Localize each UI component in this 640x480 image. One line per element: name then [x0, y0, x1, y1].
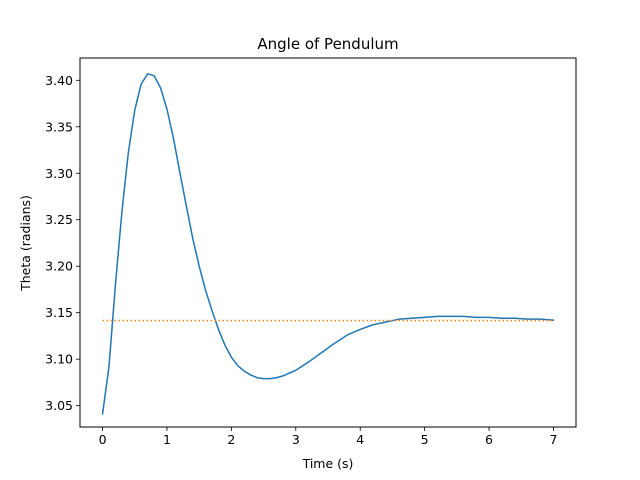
y-tick-label: 3.05 — [45, 398, 73, 413]
plot-frame — [79, 57, 577, 428]
y-tick-label: 3.25 — [45, 212, 73, 227]
series-layer — [101, 73, 555, 415]
x-axis: 0 1 2 3 4 5 6 7 — [99, 427, 557, 447]
x-tick-label: 5 — [421, 432, 429, 447]
y-tick-label: 3.20 — [45, 259, 73, 274]
x-axis-title: Time (s) — [302, 456, 354, 471]
x-tick-label: 0 — [99, 432, 107, 447]
y-tick-label: 3.40 — [45, 73, 73, 88]
y-axis-title: Theta (radians) — [18, 195, 33, 292]
x-tick-label: 1 — [163, 432, 171, 447]
series-line-1 — [101, 73, 555, 415]
y-axis: 3.05 3.10 3.15 3.20 3.25 3.30 3.35 3.40 — [45, 73, 80, 413]
y-tick-label: 3.30 — [45, 166, 73, 181]
x-tick-label: 2 — [227, 432, 235, 447]
chart-title: Angle of Pendulum — [257, 35, 398, 53]
y-tick-label: 3.10 — [45, 352, 73, 367]
x-tick-label: 3 — [292, 432, 300, 447]
x-tick-label: 6 — [485, 432, 493, 447]
y-tick-label: 3.35 — [45, 119, 73, 134]
y-tick-label: 3.15 — [45, 305, 73, 320]
x-tick-label: 7 — [549, 432, 557, 447]
x-tick-label: 4 — [356, 432, 364, 447]
